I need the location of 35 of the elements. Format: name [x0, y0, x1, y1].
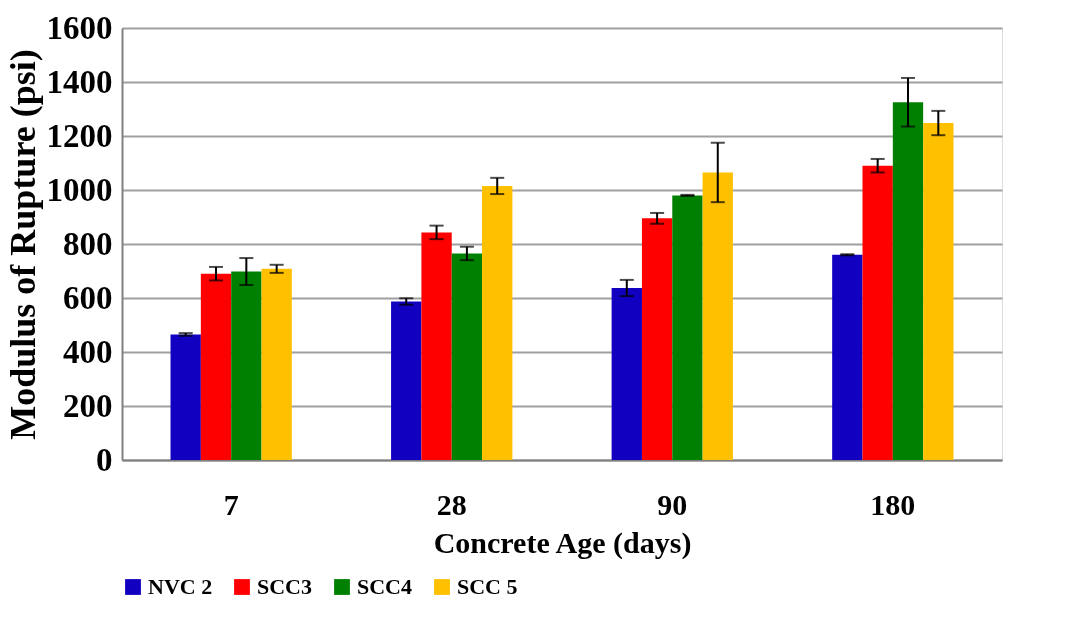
y-axis-title: Modulus of Rupture (psi) [2, 49, 43, 440]
y-tick-label: 0 [96, 441, 113, 478]
bar [482, 185, 513, 460]
y-tick-label: 400 [63, 333, 113, 370]
y-tick-label: 200 [63, 387, 113, 424]
bar [923, 123, 954, 460]
bar [862, 165, 893, 460]
bar [391, 301, 422, 460]
bar [200, 273, 232, 460]
bar [261, 268, 292, 460]
bar [892, 102, 924, 460]
legend-label: SCC4 [357, 574, 413, 599]
y-tick-label: 600 [63, 279, 113, 316]
legend-label: SCC 5 [457, 574, 518, 599]
y-tick-label: 1400 [46, 63, 113, 100]
x-axis-title: Concrete Age (days) [433, 525, 692, 560]
x-tick-label: 7 [223, 487, 239, 521]
bar [832, 254, 863, 460]
legend-label: SCC3 [257, 574, 313, 599]
x-tick-label: 180 [870, 487, 916, 521]
bar [641, 218, 673, 460]
bar [421, 232, 452, 460]
y-tick-label: 800 [63, 225, 113, 262]
y-tick-label: 1000 [46, 171, 113, 208]
x-tick-label: 90 [657, 487, 688, 521]
y-tick-label: 1600 [46, 9, 113, 46]
bar [611, 288, 642, 460]
bar [451, 253, 483, 460]
x-tick-label: 28 [436, 487, 467, 521]
legend-label: NVC 2 [148, 574, 213, 599]
bar [702, 172, 733, 460]
y-tick-label: 1200 [46, 117, 113, 154]
bar [231, 271, 262, 460]
bar [672, 195, 703, 460]
bar [170, 334, 201, 460]
